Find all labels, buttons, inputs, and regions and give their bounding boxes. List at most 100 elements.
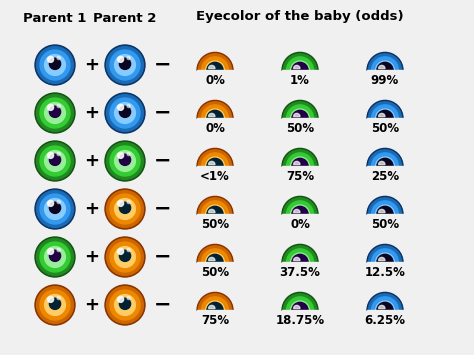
Wedge shape	[291, 157, 310, 166]
Wedge shape	[199, 102, 232, 119]
Wedge shape	[282, 53, 318, 70]
Wedge shape	[283, 246, 317, 262]
Wedge shape	[368, 150, 401, 166]
Circle shape	[118, 56, 124, 62]
Text: 75%: 75%	[286, 170, 314, 184]
Wedge shape	[207, 62, 223, 70]
Wedge shape	[209, 65, 215, 69]
Wedge shape	[286, 297, 313, 310]
Circle shape	[36, 94, 73, 131]
Wedge shape	[283, 54, 317, 70]
Circle shape	[107, 191, 144, 228]
Wedge shape	[197, 148, 233, 166]
Circle shape	[105, 189, 145, 229]
Wedge shape	[206, 157, 224, 166]
Circle shape	[115, 247, 136, 267]
Circle shape	[36, 191, 73, 228]
Wedge shape	[379, 113, 385, 116]
Wedge shape	[201, 297, 228, 310]
Bar	[197, 119, 233, 136]
Circle shape	[57, 104, 60, 108]
Text: +: +	[84, 104, 100, 122]
Bar	[367, 310, 403, 328]
Circle shape	[105, 141, 145, 181]
Wedge shape	[293, 113, 300, 116]
Text: 25%: 25%	[371, 170, 399, 184]
Circle shape	[57, 56, 60, 60]
Wedge shape	[377, 110, 393, 119]
Wedge shape	[206, 109, 224, 119]
Wedge shape	[283, 150, 317, 166]
Text: +: +	[84, 152, 100, 170]
Circle shape	[105, 285, 145, 325]
Circle shape	[115, 103, 136, 124]
Wedge shape	[209, 257, 215, 261]
Circle shape	[118, 104, 124, 110]
Circle shape	[40, 242, 70, 272]
Wedge shape	[293, 305, 300, 308]
Circle shape	[57, 296, 60, 300]
Wedge shape	[206, 205, 224, 214]
Wedge shape	[201, 249, 228, 262]
Wedge shape	[206, 61, 224, 70]
Text: 37.5%: 37.5%	[280, 266, 320, 279]
Wedge shape	[377, 206, 393, 214]
Circle shape	[127, 201, 130, 204]
Bar	[197, 262, 233, 280]
Circle shape	[118, 248, 124, 255]
Circle shape	[45, 295, 65, 315]
Circle shape	[49, 202, 61, 213]
Circle shape	[40, 290, 70, 320]
Bar	[282, 119, 318, 136]
Bar	[197, 214, 233, 233]
Bar	[197, 166, 233, 184]
Circle shape	[107, 239, 144, 275]
Bar	[197, 70, 233, 88]
Circle shape	[40, 194, 70, 224]
Circle shape	[110, 194, 140, 224]
Wedge shape	[367, 244, 403, 262]
Text: <1%: <1%	[200, 170, 230, 184]
Circle shape	[40, 146, 70, 176]
Wedge shape	[201, 105, 228, 119]
Wedge shape	[375, 253, 394, 262]
Wedge shape	[286, 57, 313, 70]
Circle shape	[115, 55, 136, 75]
Wedge shape	[367, 53, 403, 70]
Wedge shape	[207, 206, 223, 214]
Circle shape	[119, 298, 131, 310]
Wedge shape	[292, 158, 308, 166]
Wedge shape	[197, 293, 233, 310]
Circle shape	[115, 295, 136, 315]
Wedge shape	[372, 201, 399, 214]
Bar	[282, 70, 318, 88]
Wedge shape	[197, 100, 233, 119]
Circle shape	[107, 94, 144, 131]
Circle shape	[105, 237, 145, 277]
Wedge shape	[291, 61, 310, 70]
Wedge shape	[377, 158, 393, 166]
Wedge shape	[368, 246, 401, 262]
Wedge shape	[375, 157, 394, 166]
Wedge shape	[293, 65, 300, 69]
Wedge shape	[197, 53, 233, 70]
Wedge shape	[372, 249, 399, 262]
Circle shape	[57, 248, 60, 252]
Wedge shape	[375, 61, 394, 70]
Circle shape	[35, 189, 75, 229]
Wedge shape	[292, 110, 308, 119]
Wedge shape	[209, 305, 215, 308]
Circle shape	[119, 250, 131, 261]
Wedge shape	[199, 246, 232, 262]
Wedge shape	[286, 201, 313, 214]
Text: Eyecolor of the baby (odds): Eyecolor of the baby (odds)	[196, 10, 404, 23]
Text: 0%: 0%	[205, 75, 225, 87]
Circle shape	[40, 98, 70, 128]
Wedge shape	[379, 209, 385, 213]
Circle shape	[40, 50, 70, 80]
Wedge shape	[206, 253, 224, 262]
Wedge shape	[199, 150, 232, 166]
Wedge shape	[293, 257, 300, 261]
Wedge shape	[372, 57, 399, 70]
Bar	[282, 262, 318, 280]
